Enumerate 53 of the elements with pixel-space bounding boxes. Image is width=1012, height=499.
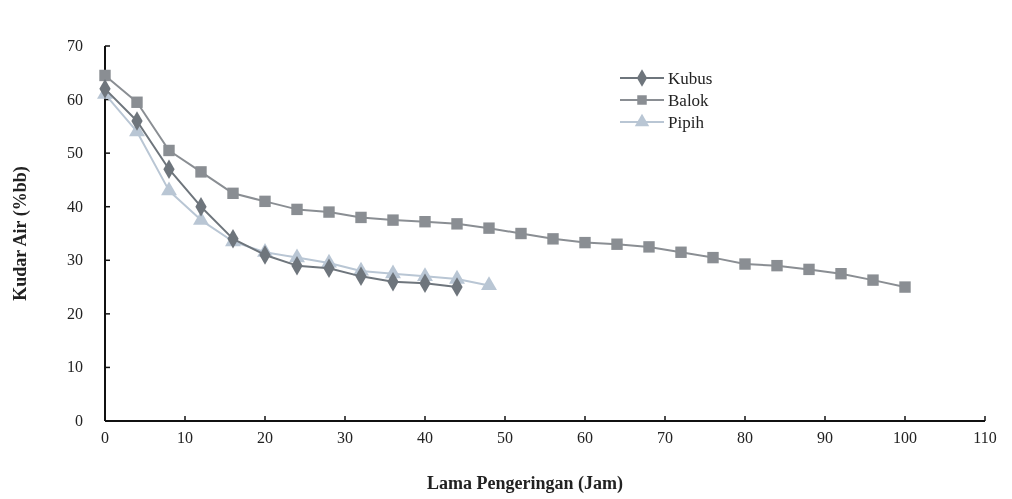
point [419, 216, 431, 228]
point [707, 251, 719, 264]
point [227, 187, 239, 200]
x-tick-label: 60 [577, 429, 593, 446]
point [259, 195, 271, 208]
x-tick-label: 50 [497, 429, 513, 446]
y-tick-label: 70 [67, 37, 83, 54]
point [579, 236, 591, 249]
x-axis-title: Lama Pengeringan (Jam) [427, 473, 623, 494]
point [481, 276, 497, 291]
point [611, 238, 623, 250]
x-tick-label: 10 [177, 429, 193, 446]
x-tick-label: 70 [657, 429, 673, 446]
point [323, 206, 335, 218]
x-tick-label: 110 [973, 429, 997, 446]
y-tick-label: 50 [67, 144, 83, 162]
x-tick-label: 100 [893, 429, 917, 446]
x-tick-label: 30 [337, 429, 353, 446]
point [131, 96, 143, 108]
y-tick-label: 20 [67, 304, 83, 322]
point [163, 144, 175, 157]
y-tick-label: 40 [67, 197, 83, 215]
point [739, 258, 751, 270]
x-tick-label: 80 [737, 429, 753, 446]
point [675, 246, 687, 258]
point [355, 211, 367, 224]
x-tick-label: 0 [101, 429, 109, 446]
point [483, 222, 495, 234]
point [99, 69, 111, 82]
y-tick-label: 60 [67, 90, 83, 108]
point [291, 203, 303, 216]
legend-label: Balok [668, 91, 710, 110]
point [899, 281, 911, 293]
point [643, 241, 655, 253]
point [451, 218, 463, 230]
y-tick-label: 10 [67, 358, 83, 376]
legend-label: Kubus [668, 69, 713, 88]
x-tick-label: 20 [257, 429, 273, 446]
point [161, 181, 177, 196]
x-tick-label: 90 [817, 429, 833, 446]
y-tick-label: 30 [67, 251, 83, 269]
point [387, 214, 399, 226]
point [803, 263, 815, 276]
y-axis-title: Kudar Air (%bb) [10, 166, 31, 301]
legend-label: Pipih [668, 113, 705, 132]
point [835, 267, 847, 280]
y-tick-label: 0 [75, 412, 83, 429]
point [195, 166, 207, 178]
point [547, 233, 559, 245]
point [771, 259, 783, 272]
point [515, 227, 527, 240]
x-tick-label: 40 [417, 429, 433, 446]
point [867, 274, 879, 286]
